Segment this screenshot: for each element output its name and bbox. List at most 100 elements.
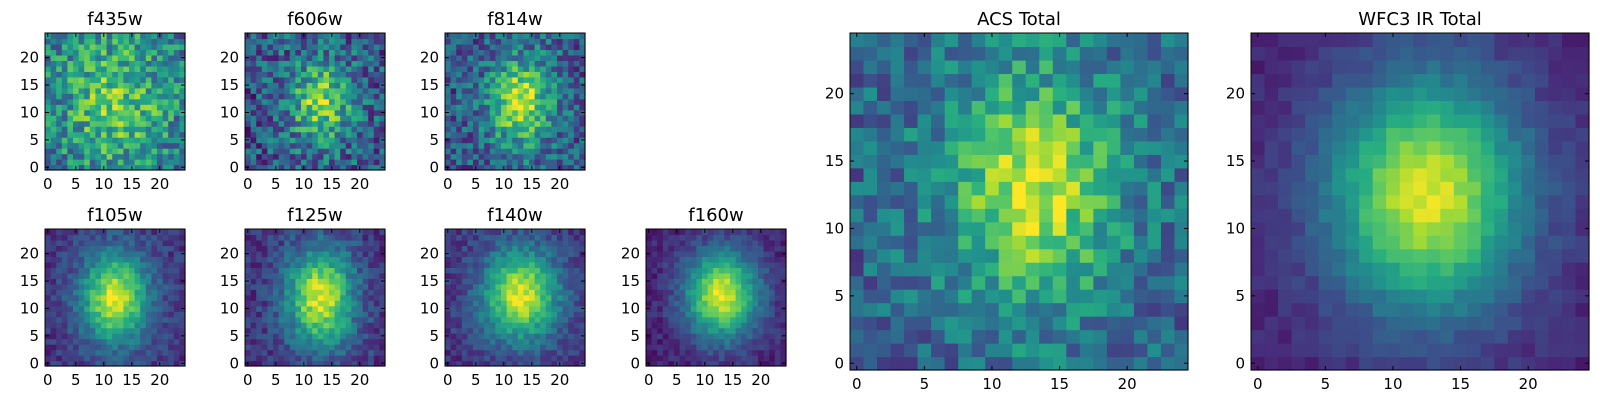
heatmap-pixel <box>145 289 152 296</box>
heatmap-pixel <box>345 65 352 72</box>
heatmap-pixel <box>1012 167 1027 182</box>
heatmap-pixel <box>301 300 308 307</box>
heatmap-pixel <box>50 142 57 149</box>
heatmap-pixel <box>662 239 669 247</box>
heatmap-pixel <box>273 38 280 45</box>
heatmap-pixel <box>944 329 959 344</box>
heatmap-pixel <box>289 65 296 72</box>
heatmap-pixel <box>345 54 352 61</box>
heatmap-pixel <box>289 109 296 116</box>
heatmap-pixel <box>540 250 547 257</box>
heatmap-pixel <box>579 126 586 133</box>
heatmap-pixel <box>495 43 502 51</box>
heatmap-pixel <box>278 316 285 323</box>
heatmap-pixel <box>67 82 74 89</box>
heatmap-pixel <box>362 148 369 155</box>
heatmap-pixel <box>145 126 152 133</box>
heatmap-pixel <box>529 311 536 318</box>
heatmap-pixel <box>362 164 369 171</box>
heatmap-pixel <box>317 104 324 111</box>
heatmap-pixel <box>1039 289 1054 304</box>
heatmap-pixel <box>323 71 330 78</box>
heatmap-pixel <box>998 208 1013 223</box>
heatmap-pixel <box>1066 167 1081 182</box>
heatmap-pixel <box>368 322 375 329</box>
heatmap-pixel <box>312 300 319 307</box>
heatmap-pixel <box>56 104 63 111</box>
heatmap-pixel <box>501 142 508 149</box>
heatmap-pixel <box>501 137 508 144</box>
heatmap-pixel <box>850 167 865 182</box>
heatmap-pixel <box>540 256 547 263</box>
heatmap-pixel <box>45 131 52 138</box>
heatmap-pixel <box>73 82 80 89</box>
heatmap-pixel <box>278 33 285 40</box>
heatmap-pixel <box>273 60 280 67</box>
heatmap-pixel <box>151 49 158 56</box>
heatmap-pixel <box>45 239 52 247</box>
heatmap-pixel <box>323 159 330 166</box>
heatmap-pixel <box>551 153 558 160</box>
heatmap-pixel <box>84 234 91 241</box>
heatmap-pixel <box>484 153 491 160</box>
y-tick-label: 15 <box>420 272 439 290</box>
heatmap-pixel <box>151 316 158 323</box>
heatmap-pixel <box>306 33 313 40</box>
heatmap-pixel <box>713 305 720 312</box>
heatmap-pixel <box>61 229 68 236</box>
heatmap-pixel <box>295 278 302 285</box>
heatmap-pixel <box>267 104 274 111</box>
heatmap-pixel <box>540 355 547 362</box>
heatmap-pixel <box>306 164 313 171</box>
heatmap-pixel <box>306 159 313 166</box>
heatmap-pixel <box>741 278 748 285</box>
heatmap-pixel <box>157 54 164 61</box>
heatmap-pixel <box>84 76 91 83</box>
heatmap-pixel <box>557 49 564 56</box>
heatmap-pixel <box>523 153 530 160</box>
heatmap-pixel <box>501 159 508 166</box>
heatmap-pixel <box>278 344 285 351</box>
heatmap-pixel <box>1160 302 1176 317</box>
y-tick-label: 15 <box>220 76 239 94</box>
heatmap-pixel <box>568 239 575 247</box>
y-tick-label: 0 <box>29 354 39 372</box>
heatmap-pixel <box>362 38 369 45</box>
heatmap-pixel <box>445 71 452 78</box>
heatmap-pixel <box>256 109 263 116</box>
heatmap-pixel <box>662 316 669 323</box>
heatmap-pixel <box>506 300 513 307</box>
heatmap-pixel <box>329 120 336 127</box>
heatmap-pixel <box>931 235 946 250</box>
heatmap-pixel <box>467 256 474 263</box>
heatmap-pixel <box>651 278 658 285</box>
heatmap-pixel <box>145 360 152 367</box>
heatmap-pixel <box>278 278 285 285</box>
heatmap-pixel <box>763 245 770 252</box>
heatmap-pixel <box>101 153 108 160</box>
heatmap-pixel <box>284 126 291 133</box>
heatmap-pixel <box>568 294 575 301</box>
heatmap-pixel <box>362 349 369 356</box>
heatmap-pixel <box>529 349 536 356</box>
heatmap-pixel <box>140 261 147 268</box>
heatmap-pixel <box>713 245 720 252</box>
heatmap-pixel <box>256 153 263 160</box>
heatmap-pixel <box>707 344 714 351</box>
heatmap-pixel <box>173 261 180 268</box>
heatmap-pixel <box>145 327 152 334</box>
heatmap-pixel <box>89 93 96 100</box>
heatmap-pixel <box>478 131 485 138</box>
heatmap-pixel <box>373 43 380 51</box>
heatmap-pixel <box>278 355 285 362</box>
heatmap-pixel <box>713 229 720 236</box>
heatmap-pixel <box>106 137 113 144</box>
heatmap-pixel <box>551 294 558 301</box>
heatmap-pixel <box>662 272 669 279</box>
y-tick-label: 20 <box>420 245 439 263</box>
heatmap-pixel <box>562 38 569 45</box>
heatmap-pixel <box>151 250 158 257</box>
heatmap-pixel <box>312 294 319 301</box>
heatmap-pixel <box>517 148 524 155</box>
heatmap-pixel <box>129 60 136 67</box>
